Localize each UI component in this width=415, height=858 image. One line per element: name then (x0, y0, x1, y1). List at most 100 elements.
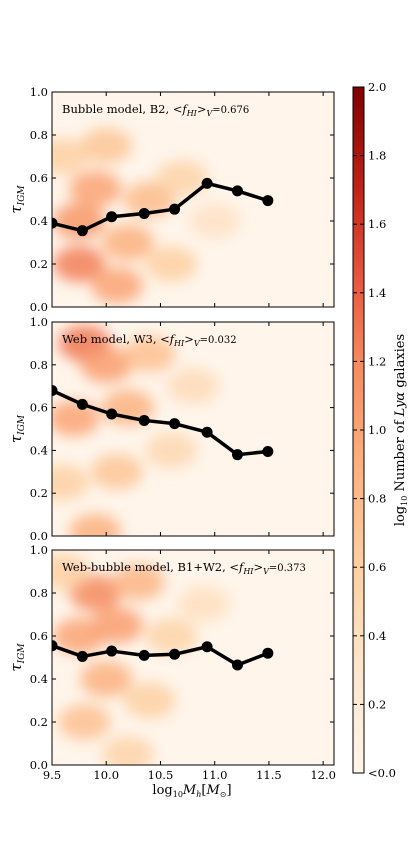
heatmap-cell (177, 585, 230, 622)
colorbar-tick-label: 0.2 (368, 697, 386, 711)
heatmap-cell (101, 736, 154, 765)
data-point (52, 217, 58, 229)
heatmap-cell (58, 704, 111, 740)
heatmap-cell (123, 181, 176, 218)
heatmap-cell (80, 346, 133, 383)
y-tick-label: 0.6 (30, 629, 48, 643)
heatmap-cell (123, 336, 176, 373)
y-tick-label: 0.2 (30, 715, 48, 729)
data-point (262, 445, 274, 457)
heatmap-cell (53, 618, 106, 654)
colorbar-tick-label: 1.4 (368, 286, 386, 300)
heatmap-cell (156, 160, 209, 196)
heatmap (52, 553, 230, 765)
y-tick-label: 0.8 (30, 586, 48, 600)
x-tick-label: 12.0 (310, 768, 336, 782)
colorbar-tick-label: 0.8 (368, 492, 386, 506)
heatmap-cell (53, 246, 106, 282)
data-point (201, 177, 213, 189)
panel-bottom: 0.0 0.2 0.4 0.6 0.8 1.0 9.5 10.0 10.5 11.0 11.5 12.… (7, 543, 336, 782)
heatmap-cell (53, 203, 106, 239)
colorbar-ticks: <0.0 0.2 0.4 0.6 0.8 1.0 1.2 1.4 1.6 1.8 2.0 (353, 80, 396, 780)
data-point (106, 645, 118, 657)
x-tick-label: 10.5 (148, 768, 174, 782)
heatmap-cell (91, 453, 144, 490)
data-point (138, 414, 150, 426)
panel-top: 0.0 0.2 0.4 0.6 0.8 1.0 τIGM Bubble model, B2, … (7, 85, 335, 314)
markers-group (52, 640, 274, 671)
y-tick-label: 1.0 (30, 85, 48, 99)
y-tick-label: 0.0 (30, 758, 48, 772)
y-tick-label: 0.4 (30, 443, 48, 457)
data-point (262, 195, 274, 207)
data-point (231, 185, 243, 197)
heatmap-cell (69, 513, 122, 536)
data-point (138, 649, 150, 661)
colorbar-tick-label: 1.8 (368, 149, 386, 163)
x-tick-label: 11.5 (256, 768, 282, 782)
data-point (169, 203, 181, 215)
heatmap-cell (145, 246, 198, 282)
y-tick-label: 0.2 (30, 486, 48, 500)
data-point (52, 640, 58, 652)
colorbar-tick-label: 1.6 (368, 217, 386, 231)
markers-group (52, 177, 274, 237)
y-tick-label: 0.4 (30, 672, 48, 686)
panel-frame (51, 321, 335, 537)
data-point (169, 418, 181, 430)
data-point (231, 449, 243, 461)
data-point (76, 225, 88, 237)
data-point (52, 384, 58, 396)
data-point (201, 426, 213, 438)
data-point (76, 398, 88, 410)
colorbar-tick-label: 1.0 (368, 423, 386, 437)
colorbar-tick-label: 2.0 (368, 80, 386, 94)
y-tick-label: 0.2 (30, 257, 48, 271)
data-point (231, 659, 243, 671)
heatmap-cell (145, 618, 198, 654)
panel-annotation: Web-bubble model, B1+W2, <fHI>V=0.373 (62, 560, 306, 576)
heatmap-cell (101, 224, 154, 261)
y-axis-title: τIGM (7, 414, 27, 443)
data-point (106, 211, 118, 223)
data-point (76, 650, 88, 662)
y-tick-label: 0.8 (30, 128, 48, 142)
heatmap-cell (91, 267, 144, 304)
y-tick-label: 1.0 (30, 315, 48, 329)
colorbar-label: log10 Number of Lyα galaxies (393, 334, 409, 526)
heatmap-cell (112, 564, 165, 601)
data-point (169, 648, 181, 660)
x-tick-label: 9.5 (43, 768, 61, 782)
heatmap-cell (69, 170, 122, 207)
heatmap-cell (80, 127, 133, 164)
markers-group (52, 384, 274, 461)
data-point (201, 641, 213, 653)
y-tick-label: 0.0 (30, 529, 48, 543)
data-point (106, 408, 118, 420)
heatmap-cell (188, 203, 241, 239)
data-point (138, 207, 150, 219)
panel-frame (51, 549, 335, 766)
colorbar-tick-label: 1.2 (368, 354, 386, 368)
x-tick-label: 10.0 (93, 768, 119, 782)
panel-middle: 0.0 0.2 0.4 0.6 0.8 1.0 τIGM Web model, W3, <fH… (7, 315, 335, 543)
heatmap-cell (123, 682, 176, 719)
x-tick-label: 11.0 (202, 768, 228, 782)
y-axis-title: τIGM (7, 185, 27, 214)
panel-frame (51, 91, 335, 308)
data-point (262, 647, 274, 659)
x-axis-title: log10Mh[M⊙] (152, 783, 231, 799)
heatmap-cell (52, 464, 89, 501)
y-tick-label: 0.0 (30, 300, 48, 314)
colorbar-tick-label: <0.0 (368, 766, 396, 780)
panels-group: 0.0 0.2 0.4 0.6 0.8 1.0 τIGM Bubble model, B2, … (7, 85, 336, 782)
heatmap (52, 127, 241, 304)
heatmap-cell (52, 138, 89, 175)
colorbar-tick-label: 0.6 (368, 560, 386, 574)
panel-annotation: Bubble model, B2, <fHI>V=0.676 (62, 102, 249, 118)
y-axis-title: τIGM (7, 643, 27, 672)
y-tick-label: 0.8 (30, 358, 48, 372)
heatmap-blur (52, 127, 241, 304)
heatmap-cell (52, 553, 89, 590)
